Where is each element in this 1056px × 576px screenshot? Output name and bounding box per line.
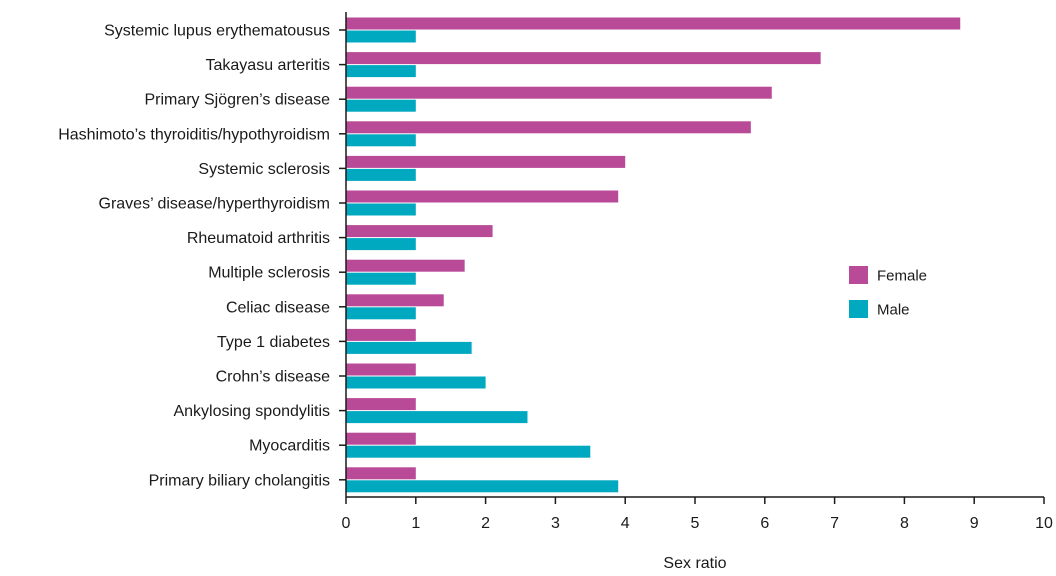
category-label-ankylosing-spondylitis: Ankylosing spondylitis <box>173 403 330 420</box>
bar-male-graves-disease-hyperthyroidism <box>346 203 416 216</box>
x-tick-label: 7 <box>830 515 839 532</box>
category-label-primary-sj-gren-s-disease: Primary Sjögren’s disease <box>144 92 330 109</box>
bar-male-myocarditis <box>346 445 591 458</box>
category-label-crohn-s-disease: Crohn’s disease <box>216 369 331 386</box>
x-axis-title: Sex ratio <box>663 555 726 571</box>
category-label-graves-disease-hyperthyroidism: Graves’ disease/hyperthyroidism <box>99 196 331 213</box>
x-tick-label: 9 <box>970 515 979 532</box>
bar-female-multiple-sclerosis <box>346 259 465 272</box>
category-label-hashimoto-s-thyroiditis-hypothyroidism: Hashimoto’s thyroiditis/hypothyroidism <box>58 126 330 143</box>
x-tick-label: 2 <box>481 515 490 532</box>
bar-female-crohn-s-disease <box>346 363 416 376</box>
x-tick-label: 3 <box>551 515 560 532</box>
bar-female-type-1-diabetes <box>346 328 416 341</box>
category-label-takayasu-arteritis: Takayasu arteritis <box>206 57 331 74</box>
bar-female-primary-sj-gren-s-disease <box>346 86 772 99</box>
bar-male-takayasu-arteritis <box>346 65 416 78</box>
bar-female-primary-biliary-cholangitis <box>346 467 416 480</box>
bar-female-ankylosing-spondylitis <box>346 398 416 411</box>
legend-swatch-female <box>849 266 868 284</box>
bar-male-primary-biliary-cholangitis <box>346 480 619 493</box>
category-label-systemic-lupus-erythematousus: Systemic lupus erythematousus <box>104 23 330 40</box>
legend: Female Male <box>849 266 927 319</box>
bar-male-systemic-lupus-erythematousus <box>346 30 416 43</box>
x-tick-label: 5 <box>691 515 700 532</box>
x-tick-label: 0 <box>342 515 351 532</box>
x-tick-label: 6 <box>760 515 769 532</box>
bar-male-multiple-sclerosis <box>346 272 416 285</box>
bar-male-systemic-sclerosis <box>346 168 416 181</box>
bars-layer <box>346 17 961 493</box>
bar-male-celiac-disease <box>346 307 416 320</box>
bar-male-type-1-diabetes <box>346 341 472 354</box>
x-tick-label: 1 <box>411 515 420 532</box>
bar-female-celiac-disease <box>346 294 444 307</box>
bar-female-hashimoto-s-thyroiditis-hypothyroidism <box>346 121 751 134</box>
bar-male-primary-sj-gren-s-disease <box>346 99 416 112</box>
category-label-celiac-disease: Celiac disease <box>226 299 330 316</box>
legend-swatch-male <box>849 300 868 318</box>
x-tick-label: 10 <box>1035 515 1053 532</box>
x-tick-label: 4 <box>621 515 630 532</box>
legend-label-male: Male <box>877 302 910 319</box>
bar-male-ankylosing-spondylitis <box>346 411 528 424</box>
bar-female-graves-disease-hyperthyroidism <box>346 190 619 203</box>
x-axis-ticks: 0 1 2 3 4 5 6 7 8 9 10 <box>342 497 1053 532</box>
bar-male-hashimoto-s-thyroiditis-hypothyroidism <box>346 134 416 147</box>
bar-male-rheumatoid-arthritis <box>346 238 416 251</box>
bar-male-crohn-s-disease <box>346 376 486 389</box>
category-label-myocarditis: Myocarditis <box>249 438 330 455</box>
category-label-systemic-sclerosis: Systemic sclerosis <box>198 161 330 178</box>
bar-female-takayasu-arteritis <box>346 52 821 65</box>
bar-female-systemic-lupus-erythematousus <box>346 17 961 30</box>
bar-female-rheumatoid-arthritis <box>346 225 493 238</box>
category-label-multiple-sclerosis: Multiple sclerosis <box>208 265 330 282</box>
legend-label-female: Female <box>877 268 927 285</box>
bar-female-myocarditis <box>346 432 416 445</box>
bar-female-systemic-sclerosis <box>346 155 626 168</box>
category-label-primary-biliary-cholangitis: Primary biliary cholangitis <box>149 472 330 489</box>
category-labels: Systemic lupus erythematousus Takayasu ar… <box>58 23 346 489</box>
category-label-rheumatoid-arthritis: Rheumatoid arthritis <box>187 230 330 247</box>
x-tick-label: 8 <box>900 515 909 532</box>
category-label-type-1-diabetes: Type 1 diabetes <box>217 334 330 351</box>
